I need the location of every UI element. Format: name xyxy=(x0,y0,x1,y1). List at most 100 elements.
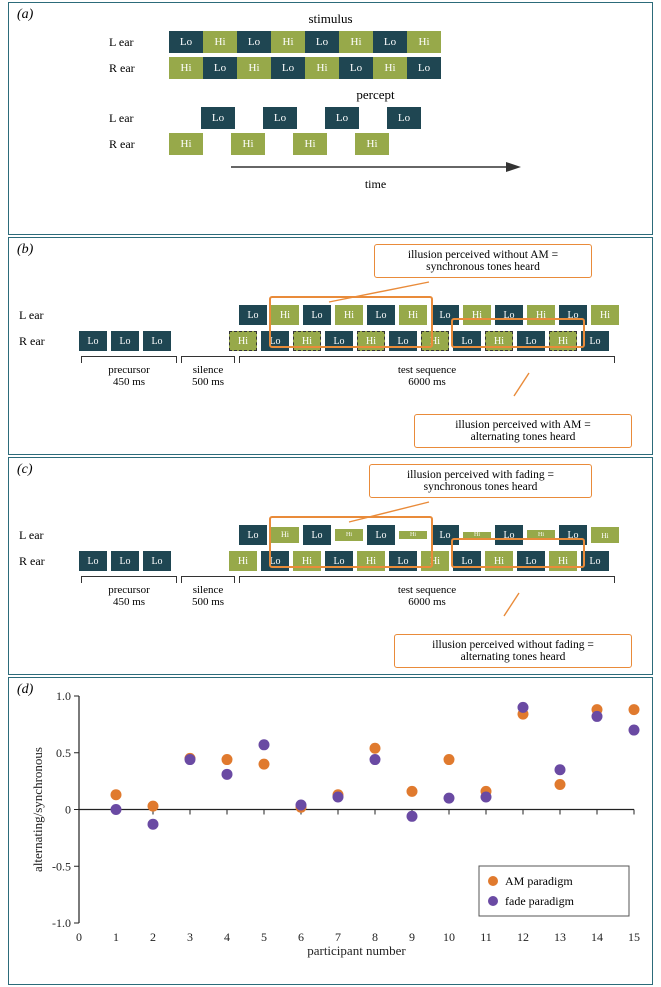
b-r-label: R ear xyxy=(19,334,79,349)
r-ear-label-2: R ear xyxy=(109,137,169,152)
hi-block: Hi xyxy=(293,331,321,351)
panel-d: (d) -1.0-0.500.51.0012345678910111213141… xyxy=(8,677,653,985)
stimulus-title: stimulus xyxy=(19,11,642,27)
svg-text:9: 9 xyxy=(409,930,415,944)
b-l-label: L ear xyxy=(19,308,79,323)
svg-text:0.5: 0.5 xyxy=(56,746,71,760)
l-ear-label-2: L ear xyxy=(109,111,169,126)
lo-block: Lo xyxy=(303,305,331,325)
hi-block: Hi xyxy=(399,531,427,539)
bracket-test: test sequence6000 ms xyxy=(237,356,617,388)
hi-block: Hi xyxy=(421,331,449,351)
panel-b-label: (b) xyxy=(17,242,33,258)
hi-block: Hi xyxy=(463,305,491,325)
lo-block: Lo xyxy=(237,31,271,53)
lo-block: Lo xyxy=(339,57,373,79)
lo-block: Lo xyxy=(239,305,267,325)
lo-block: Lo xyxy=(581,551,609,571)
lo-block: Lo xyxy=(367,305,395,325)
hi-block: Hi xyxy=(229,551,257,571)
svg-text:13: 13 xyxy=(554,930,566,944)
lo-block: Lo xyxy=(495,525,523,545)
hi-block: Hi xyxy=(271,31,305,53)
lo-block: Lo xyxy=(239,525,267,545)
hi-block: Hi xyxy=(549,551,577,571)
lo-block: Lo xyxy=(495,305,523,325)
svg-text:14: 14 xyxy=(591,930,603,944)
svg-text:4: 4 xyxy=(224,930,230,944)
panel-b: (b) illusion perceived without AM =synch… xyxy=(8,237,653,455)
r-ear-label: R ear xyxy=(109,61,169,76)
stim-l-row: L ear LoHiLoHiLoHiLoHi xyxy=(109,31,642,53)
hi-block: Hi xyxy=(407,31,441,53)
svg-text:11: 11 xyxy=(480,930,492,944)
bracket-silence-c: silence500 ms xyxy=(179,576,237,608)
hi-block: Hi xyxy=(373,57,407,79)
hi-block: Hi xyxy=(271,527,299,543)
time-label: time xyxy=(109,177,642,192)
lo-block: Lo xyxy=(517,331,545,351)
svg-text:3: 3 xyxy=(187,930,193,944)
c-r-label: R ear xyxy=(19,554,79,569)
panel-c: (c) illusion perceived with fading =sync… xyxy=(8,457,653,675)
svg-text:7: 7 xyxy=(335,930,341,944)
hi-block: Hi xyxy=(485,551,513,571)
hi-block: Hi xyxy=(229,331,257,351)
lo-block: Lo xyxy=(431,305,459,325)
svg-text:12: 12 xyxy=(517,930,529,944)
lo-block: Lo xyxy=(303,525,331,545)
hi-block: Hi xyxy=(169,133,203,155)
b-r-row: R ear LoLoLo HiLoHiLoHiLoHiLoHiLoHiLo xyxy=(19,330,642,352)
callout-b-bottom: illusion perceived with AM =alternating … xyxy=(414,414,632,448)
lo-block: Lo xyxy=(261,551,289,571)
hi-block: Hi xyxy=(231,133,265,155)
panel-a-label: (a) xyxy=(17,7,33,23)
lo-block: Lo xyxy=(325,107,359,129)
lo-block: Lo xyxy=(201,107,235,129)
svg-text:5: 5 xyxy=(261,930,267,944)
svg-text:alternating/synchronous: alternating/synchronous xyxy=(30,747,45,872)
lo-block: Lo xyxy=(559,525,587,545)
hi-block: Hi xyxy=(591,305,619,325)
callout-c-bottom: illusion perceived without fading =alter… xyxy=(394,634,632,668)
hi-block: Hi xyxy=(527,305,555,325)
lo-block: Lo xyxy=(143,331,171,351)
percept-r-row: R ear HiHiHiHi xyxy=(109,133,642,155)
hi-block: Hi xyxy=(293,551,321,571)
svg-text:10: 10 xyxy=(443,930,455,944)
lo-block: Lo xyxy=(431,525,459,545)
callout-b-top: illusion perceived without AM =synchrono… xyxy=(374,244,592,278)
svg-text:-0.5: -0.5 xyxy=(52,859,71,873)
lo-block: Lo xyxy=(271,57,305,79)
bracket-silence: silence500 ms xyxy=(179,356,237,388)
lo-block: Lo xyxy=(389,331,417,351)
lo-block: Lo xyxy=(79,331,107,351)
svg-text:8: 8 xyxy=(372,930,378,944)
time-arrow xyxy=(226,159,526,175)
panel-d-label: (d) xyxy=(17,682,33,698)
lo-block: Lo xyxy=(453,551,481,571)
hi-block: Hi xyxy=(421,551,449,571)
hi-block: Hi xyxy=(293,133,327,155)
hi-block: Hi xyxy=(399,305,427,325)
lo-block: Lo xyxy=(325,551,353,571)
svg-text:2: 2 xyxy=(150,930,156,944)
percept-l-row: L ear Lo Lo Lo Lo xyxy=(109,107,642,129)
lo-block: Lo xyxy=(143,551,171,571)
lo-block: Lo xyxy=(111,331,139,351)
lo-block: Lo xyxy=(517,551,545,571)
callout-c-top: illusion perceived with fading =synchron… xyxy=(369,464,592,498)
lo-block: Lo xyxy=(305,31,339,53)
lo-block: Lo xyxy=(387,107,421,129)
lo-block: Lo xyxy=(169,31,203,53)
lo-block: Lo xyxy=(111,551,139,571)
svg-text:fade paradigm: fade paradigm xyxy=(505,894,575,908)
c-l-label: L ear xyxy=(19,528,79,543)
lo-block: Lo xyxy=(263,107,297,129)
panel-c-label: (c) xyxy=(17,462,33,478)
c-r-row: R ear LoLoLo HiLoHiLoHiLoHiLoHiLoHiLo xyxy=(19,550,642,572)
lo-block: Lo xyxy=(559,305,587,325)
lo-block: Lo xyxy=(581,331,609,351)
hi-block: Hi xyxy=(463,532,491,538)
lo-block: Lo xyxy=(367,525,395,545)
